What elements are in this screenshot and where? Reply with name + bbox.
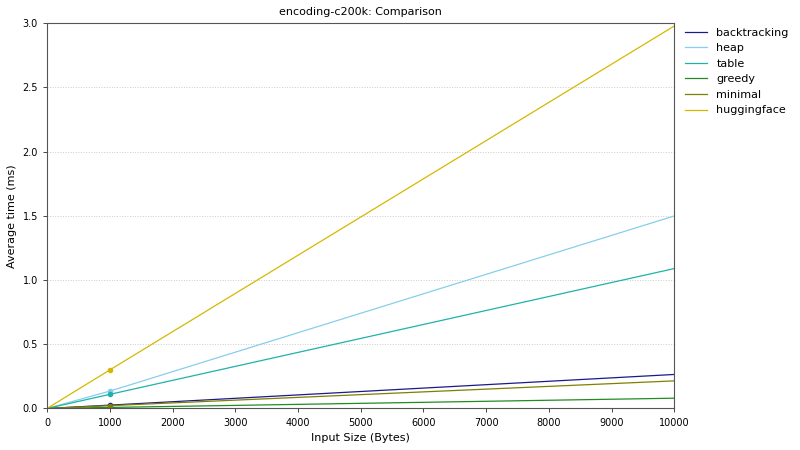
heap bbox=[670, 213, 679, 219]
Y-axis label: Average time (ms): Average time (ms) bbox=[7, 164, 17, 268]
Line: heap: heap bbox=[47, 216, 674, 409]
huggingface bbox=[670, 23, 679, 28]
minimal bbox=[42, 406, 52, 411]
table bbox=[42, 406, 52, 411]
Line: huggingface: huggingface bbox=[47, 26, 674, 409]
heap bbox=[105, 388, 114, 394]
Line: minimal: minimal bbox=[47, 381, 674, 409]
X-axis label: Input Size (Bytes): Input Size (Bytes) bbox=[311, 433, 410, 443]
Line: greedy: greedy bbox=[47, 398, 674, 409]
Legend: backtracking, heap, table, greedy, minimal, huggingface: backtracking, heap, table, greedy, minim… bbox=[681, 23, 793, 120]
heap bbox=[42, 406, 52, 411]
greedy bbox=[105, 405, 114, 410]
table bbox=[105, 392, 114, 397]
greedy bbox=[670, 396, 679, 401]
huggingface bbox=[105, 367, 114, 373]
backtracking bbox=[42, 406, 52, 411]
backtracking bbox=[670, 372, 679, 377]
Title: encoding-c200k: Comparison: encoding-c200k: Comparison bbox=[279, 7, 442, 17]
minimal bbox=[670, 378, 679, 383]
minimal bbox=[105, 403, 114, 408]
huggingface bbox=[42, 406, 52, 411]
table bbox=[670, 266, 679, 271]
Line: table: table bbox=[47, 269, 674, 409]
backtracking bbox=[105, 402, 114, 408]
greedy bbox=[42, 406, 52, 411]
Line: backtracking: backtracking bbox=[47, 374, 674, 409]
